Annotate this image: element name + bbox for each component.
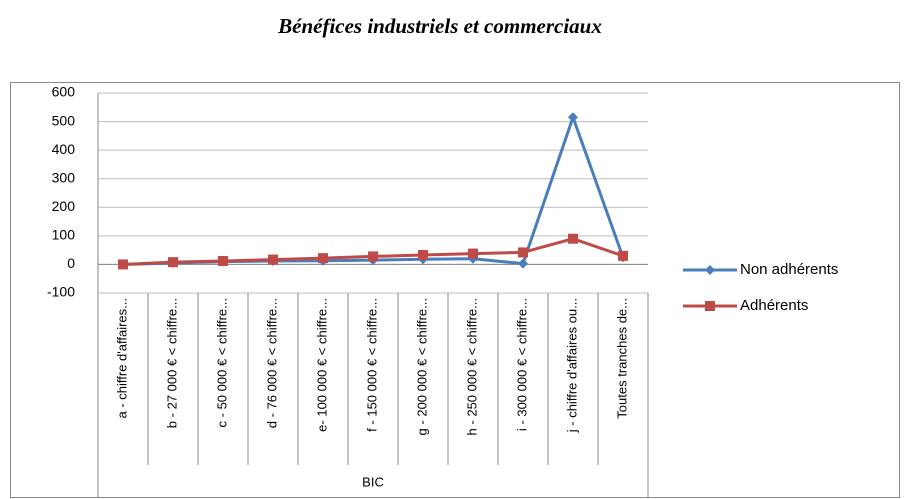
x-tick-label: h - 250 000 € < chiffre... xyxy=(464,298,479,435)
x-tick-label: c - 50 000 € < chiffre... xyxy=(214,298,229,427)
marker xyxy=(268,254,278,265)
x-tick-label: Toutes tranches de... xyxy=(614,298,629,419)
x-tick-label: f - 150 000 € < chiffre... xyxy=(364,298,379,432)
group-label: BIC xyxy=(362,474,384,489)
marker xyxy=(568,233,578,244)
y-tick-label: -100 xyxy=(47,284,75,300)
x-tick-label: d - 76 000 € < chiffre... xyxy=(264,298,279,428)
marker xyxy=(368,251,378,262)
y-tick-label: 600 xyxy=(52,84,76,100)
marker xyxy=(168,257,178,268)
series-line xyxy=(122,112,625,266)
legend-label: Non adhérents xyxy=(740,261,838,278)
x-tick-label: i - 300 000 € < chiffre... xyxy=(514,298,529,431)
marker xyxy=(518,247,528,258)
y-tick-label: 200 xyxy=(52,198,76,214)
x-tick-label: e- 100 000 € < chiffre... xyxy=(314,298,329,432)
marker xyxy=(418,250,428,260)
marker xyxy=(118,259,128,270)
chart-border xyxy=(10,82,900,498)
chart-title: Bénéfices industriels et commerciaux xyxy=(277,14,602,38)
x-tick-label: g - 200 000 € < chiffre... xyxy=(414,298,429,435)
marker xyxy=(568,112,578,123)
legend-label: Adhérents xyxy=(740,297,808,314)
marker xyxy=(518,258,528,269)
x-tick-label: b - 27 000 € < chiffre... xyxy=(164,298,179,428)
marker xyxy=(318,253,328,264)
y-tick-label: 300 xyxy=(52,169,76,185)
y-tick-label: 0 xyxy=(67,255,75,271)
x-tick-label: j - chiffre d'affaires ou... xyxy=(564,298,579,433)
y-tick-label: 500 xyxy=(52,112,76,128)
marker xyxy=(218,256,228,266)
marker xyxy=(618,250,628,261)
marker xyxy=(705,265,715,275)
marker xyxy=(468,248,478,259)
y-tick-label: 100 xyxy=(52,227,76,243)
marker xyxy=(705,301,715,311)
x-tick-label: a - chiffre d'affaires... xyxy=(114,298,129,419)
y-tick-label: 400 xyxy=(52,141,76,157)
